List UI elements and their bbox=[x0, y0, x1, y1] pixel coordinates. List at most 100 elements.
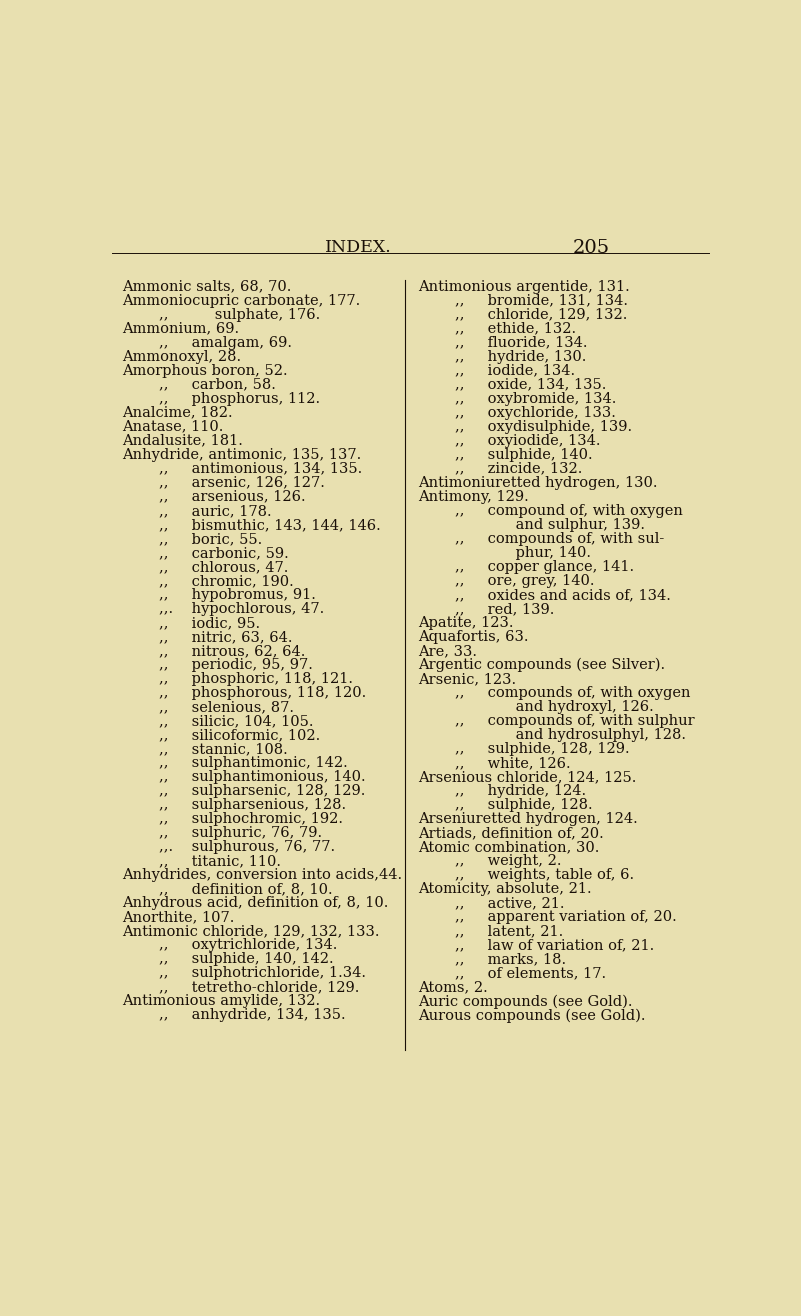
Text: Antimonic chloride, 129, 132, 133.: Antimonic chloride, 129, 132, 133. bbox=[122, 924, 380, 938]
Text: ,,     silicoformic, 102.: ,, silicoformic, 102. bbox=[159, 728, 320, 742]
Text: ,,.    sulphurous, 76, 77.: ,,. sulphurous, 76, 77. bbox=[159, 840, 335, 854]
Text: ,,          sulphate, 176.: ,, sulphate, 176. bbox=[159, 308, 320, 321]
Text: Atoms, 2.: Atoms, 2. bbox=[418, 980, 488, 995]
Text: ,,     hydride, 124.: ,, hydride, 124. bbox=[455, 784, 586, 797]
Text: INDEX.: INDEX. bbox=[325, 238, 392, 255]
Text: Aurous compounds (see Gold).: Aurous compounds (see Gold). bbox=[418, 1008, 646, 1023]
Text: and sulphur, 139.: and sulphur, 139. bbox=[473, 517, 645, 532]
Text: ,,     arsenic, 126, 127.: ,, arsenic, 126, 127. bbox=[159, 476, 325, 490]
Text: ,,     amalgam, 69.: ,, amalgam, 69. bbox=[159, 336, 292, 350]
Text: ,,     bromide, 131, 134.: ,, bromide, 131, 134. bbox=[455, 293, 628, 308]
Text: Anatase, 110.: Anatase, 110. bbox=[122, 420, 223, 434]
Text: ,,     sulphantimonic, 142.: ,, sulphantimonic, 142. bbox=[159, 757, 348, 770]
Text: ,,     oxides and acids of, 134.: ,, oxides and acids of, 134. bbox=[455, 588, 671, 601]
Text: ,,     compound of, with oxygen: ,, compound of, with oxygen bbox=[455, 504, 683, 517]
Text: ,,     titanic, 110.: ,, titanic, 110. bbox=[159, 854, 281, 869]
Text: ,,     oxytrichloride, 134.: ,, oxytrichloride, 134. bbox=[159, 938, 337, 953]
Text: Ammonium, 69.: Ammonium, 69. bbox=[122, 321, 239, 336]
Text: ,,     sulpharsenic, 128, 129.: ,, sulpharsenic, 128, 129. bbox=[159, 784, 365, 797]
Text: ,,     anhydride, 134, 135.: ,, anhydride, 134, 135. bbox=[159, 1008, 346, 1023]
Text: Anhydrous acid, definition of, 8, 10.: Anhydrous acid, definition of, 8, 10. bbox=[122, 896, 388, 911]
Text: ,,     fluoride, 134.: ,, fluoride, 134. bbox=[455, 336, 588, 350]
Text: ,,     nitrous, 62, 64.: ,, nitrous, 62, 64. bbox=[159, 644, 305, 658]
Text: ,,     phosphorous, 118, 120.: ,, phosphorous, 118, 120. bbox=[159, 686, 366, 700]
Text: phur, 140.: phur, 140. bbox=[473, 546, 590, 559]
Text: Artiads, definition of, 20.: Artiads, definition of, 20. bbox=[418, 826, 604, 840]
Text: ,,     zincide, 132.: ,, zincide, 132. bbox=[455, 462, 582, 476]
Text: ,,     chloride, 129, 132.: ,, chloride, 129, 132. bbox=[455, 308, 627, 321]
Text: ,,     hypobromus, 91.: ,, hypobromus, 91. bbox=[159, 588, 316, 601]
Text: ,,     nitric, 63, 64.: ,, nitric, 63, 64. bbox=[159, 630, 292, 644]
Text: ,,     iodide, 134.: ,, iodide, 134. bbox=[455, 363, 575, 378]
Text: Antimonious amylide, 132.: Antimonious amylide, 132. bbox=[122, 995, 320, 1008]
Text: ,,     auric, 178.: ,, auric, 178. bbox=[159, 504, 272, 517]
Text: Anhydride, antimonic, 135, 137.: Anhydride, antimonic, 135, 137. bbox=[122, 447, 361, 462]
Text: ,,     compounds of, with oxygen: ,, compounds of, with oxygen bbox=[455, 686, 690, 700]
Text: ,,     phosphorus, 112.: ,, phosphorus, 112. bbox=[159, 392, 320, 405]
Text: ,,     sulphide, 140, 142.: ,, sulphide, 140, 142. bbox=[159, 953, 334, 966]
Text: ,,     oxyiodide, 134.: ,, oxyiodide, 134. bbox=[455, 434, 601, 447]
Text: Andalusite, 181.: Andalusite, 181. bbox=[122, 434, 243, 447]
Text: ,,     carbon, 58.: ,, carbon, 58. bbox=[159, 378, 276, 392]
Text: Atomic combination, 30.: Atomic combination, 30. bbox=[418, 840, 599, 854]
Text: ,,     selenious, 87.: ,, selenious, 87. bbox=[159, 700, 294, 715]
Text: Ammonoxyl, 28.: Ammonoxyl, 28. bbox=[122, 350, 241, 363]
Text: ,,     latent, 21.: ,, latent, 21. bbox=[455, 924, 563, 938]
Text: ,,     copper glance, 141.: ,, copper glance, 141. bbox=[455, 559, 634, 574]
Text: ,,     sulpharsenious, 128.: ,, sulpharsenious, 128. bbox=[159, 797, 346, 812]
Text: ,,     weights, table of, 6.: ,, weights, table of, 6. bbox=[455, 869, 634, 882]
Text: Anhydrides, conversion into acids,44.: Anhydrides, conversion into acids,44. bbox=[122, 869, 402, 882]
Text: ,,     tetretho-chloride, 129.: ,, tetretho-chloride, 129. bbox=[159, 980, 360, 995]
Text: ,,     stannic, 108.: ,, stannic, 108. bbox=[159, 742, 288, 757]
Text: ,,     oxybromide, 134.: ,, oxybromide, 134. bbox=[455, 392, 617, 405]
Text: ,,     of elements, 17.: ,, of elements, 17. bbox=[455, 966, 606, 980]
Text: ,,     chlorous, 47.: ,, chlorous, 47. bbox=[159, 559, 288, 574]
Text: Are, 33.: Are, 33. bbox=[418, 644, 477, 658]
Text: Antimony, 129.: Antimony, 129. bbox=[418, 490, 529, 504]
Text: ,,     bismuthic, 143, 144, 146.: ,, bismuthic, 143, 144, 146. bbox=[159, 517, 380, 532]
Text: ,,     compounds of, with sul-: ,, compounds of, with sul- bbox=[455, 532, 664, 546]
Text: ,,     arsenious, 126.: ,, arsenious, 126. bbox=[159, 490, 306, 504]
Text: ,,     chromic, 190.: ,, chromic, 190. bbox=[159, 574, 294, 588]
Text: ,,     oxide, 134, 135.: ,, oxide, 134, 135. bbox=[455, 378, 606, 392]
Text: 205: 205 bbox=[573, 238, 610, 257]
Text: ,,     antimonious, 134, 135.: ,, antimonious, 134, 135. bbox=[159, 462, 362, 476]
Text: ,,     sulphochromic, 192.: ,, sulphochromic, 192. bbox=[159, 812, 343, 826]
Text: Apatite, 123.: Apatite, 123. bbox=[418, 616, 513, 630]
Text: ,,     ore, grey, 140.: ,, ore, grey, 140. bbox=[455, 574, 594, 588]
Text: Ammonic salts, 68, 70.: Ammonic salts, 68, 70. bbox=[122, 279, 292, 293]
Text: ,,     weight, 2.: ,, weight, 2. bbox=[455, 854, 562, 869]
Text: Arseniuretted hydrogen, 124.: Arseniuretted hydrogen, 124. bbox=[418, 812, 638, 826]
Text: ,,     sulphuric, 76, 79.: ,, sulphuric, 76, 79. bbox=[159, 826, 322, 840]
Text: ,,     silicic, 104, 105.: ,, silicic, 104, 105. bbox=[159, 715, 313, 728]
Text: Ammoniocupric carbonate, 177.: Ammoniocupric carbonate, 177. bbox=[122, 293, 360, 308]
Text: and hydrosulphyl, 128.: and hydrosulphyl, 128. bbox=[473, 728, 686, 742]
Text: Anorthite, 107.: Anorthite, 107. bbox=[122, 911, 234, 924]
Text: ,,     sulphide, 128.: ,, sulphide, 128. bbox=[455, 797, 593, 812]
Text: ,,     sulphide, 140.: ,, sulphide, 140. bbox=[455, 447, 593, 462]
Text: Auric compounds (see Gold).: Auric compounds (see Gold). bbox=[418, 995, 632, 1008]
Text: and hydroxyl, 126.: and hydroxyl, 126. bbox=[473, 700, 654, 715]
Text: ,,     active, 21.: ,, active, 21. bbox=[455, 896, 565, 911]
Text: ,,     apparent variation of, 20.: ,, apparent variation of, 20. bbox=[455, 911, 677, 924]
Text: ,,     boric, 55.: ,, boric, 55. bbox=[159, 532, 262, 546]
Text: ,,     iodic, 95.: ,, iodic, 95. bbox=[159, 616, 260, 630]
Text: ,,     sulphotrichloride, 1.34.: ,, sulphotrichloride, 1.34. bbox=[159, 966, 366, 980]
Text: Amorphous boron, 52.: Amorphous boron, 52. bbox=[122, 363, 288, 378]
Text: Aquafortis, 63.: Aquafortis, 63. bbox=[418, 630, 529, 644]
Text: Arsenic, 123.: Arsenic, 123. bbox=[418, 672, 516, 686]
Text: Atomicity, absolute, 21.: Atomicity, absolute, 21. bbox=[418, 882, 591, 896]
Text: Antimonious argentide, 131.: Antimonious argentide, 131. bbox=[418, 279, 630, 293]
Text: ,,     marks, 18.: ,, marks, 18. bbox=[455, 953, 566, 966]
Text: ,,     sulphantimonious, 140.: ,, sulphantimonious, 140. bbox=[159, 770, 365, 784]
Text: ,,     oxydisulphide, 139.: ,, oxydisulphide, 139. bbox=[455, 420, 632, 434]
Text: ,,.    hypochlorous, 47.: ,,. hypochlorous, 47. bbox=[159, 601, 324, 616]
Text: ,,     law of variation of, 21.: ,, law of variation of, 21. bbox=[455, 938, 654, 953]
Text: ,,     phosphoric, 118, 121.: ,, phosphoric, 118, 121. bbox=[159, 672, 353, 686]
Text: ,,     white, 126.: ,, white, 126. bbox=[455, 757, 570, 770]
Text: Arsenious chloride, 124, 125.: Arsenious chloride, 124, 125. bbox=[418, 770, 636, 784]
Text: ,,     red, 139.: ,, red, 139. bbox=[455, 601, 554, 616]
Text: Antimoniuretted hydrogen, 130.: Antimoniuretted hydrogen, 130. bbox=[418, 476, 658, 490]
Text: ,,     sulphide, 128, 129.: ,, sulphide, 128, 129. bbox=[455, 742, 630, 757]
Text: ,,     periodic, 95, 97.: ,, periodic, 95, 97. bbox=[159, 658, 313, 672]
